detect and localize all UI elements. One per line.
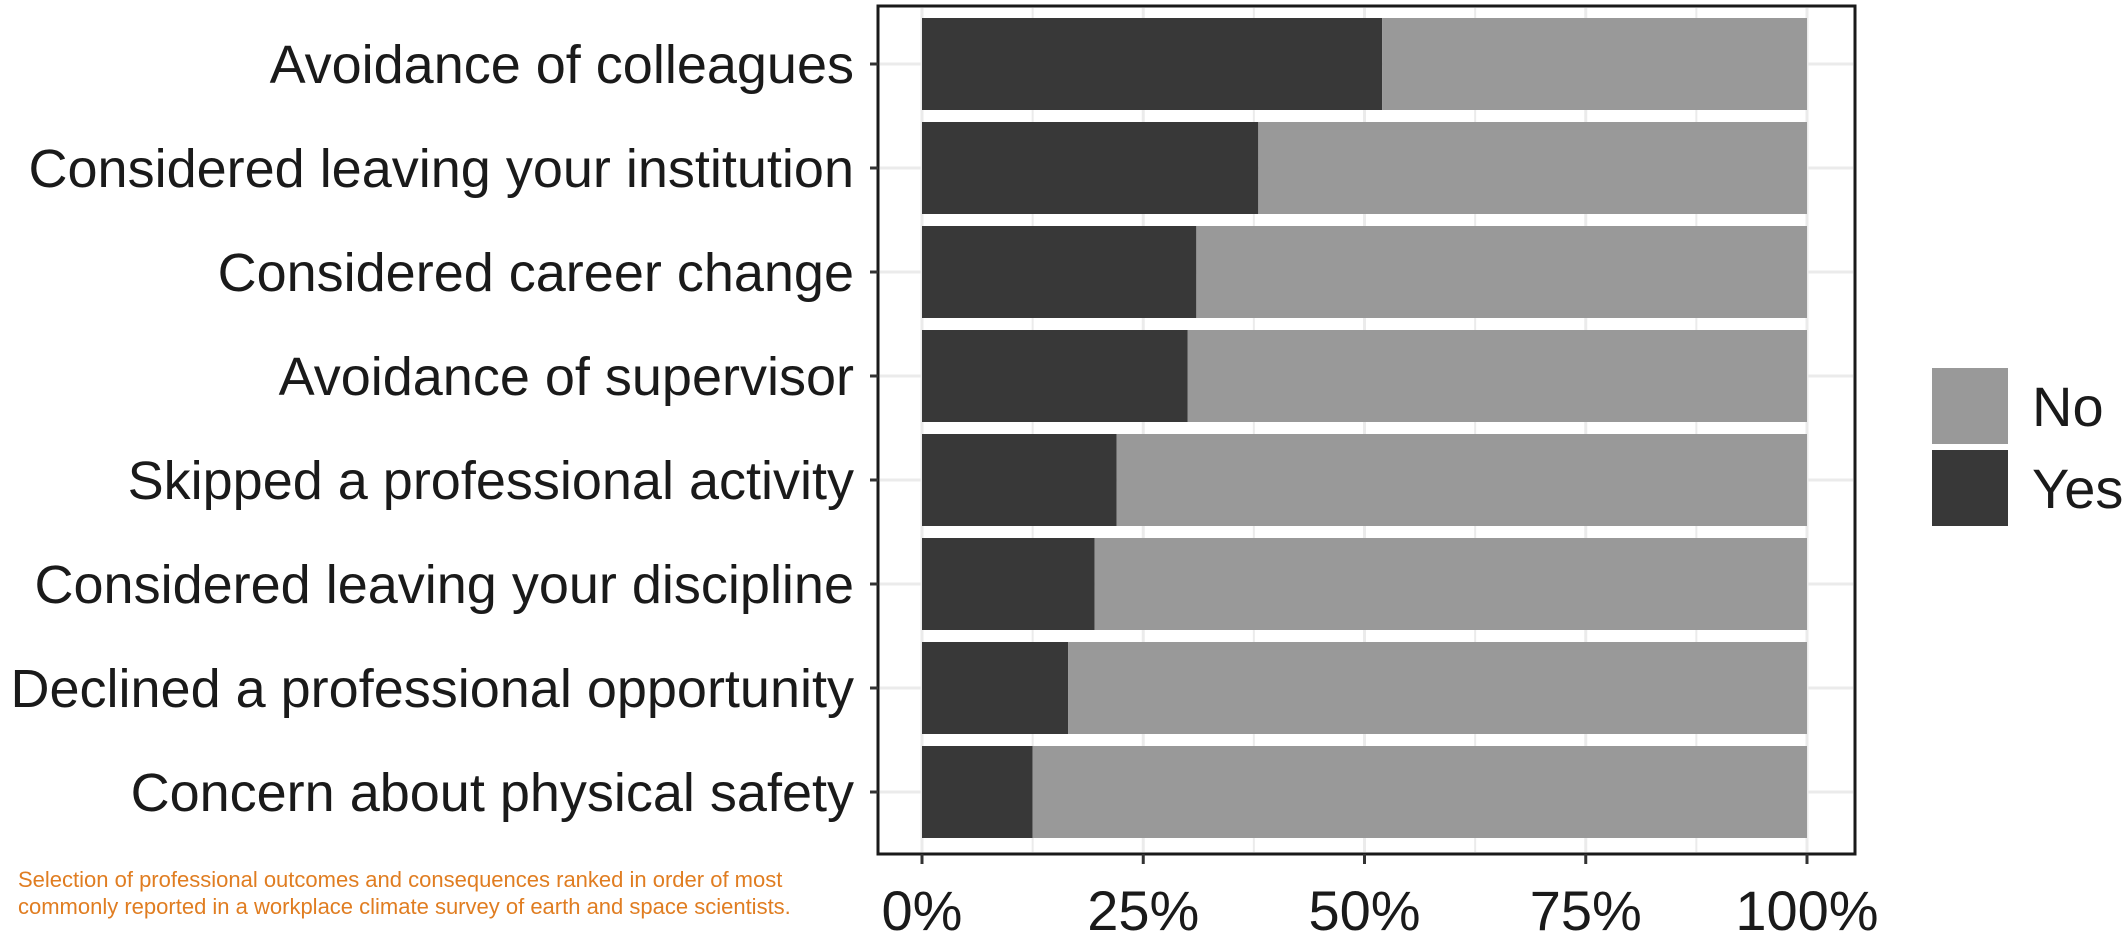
x-tick-label: 100%	[1735, 879, 1878, 936]
bar-no-2	[1258, 122, 1807, 214]
bar-yes-3	[922, 226, 1197, 318]
category-label: Considered leaving your discipline	[35, 555, 854, 615]
bar-no-4	[1187, 330, 1807, 422]
bars	[922, 18, 1807, 838]
x-tick-label: 0%	[882, 879, 963, 936]
figure-caption: Selection of professional outcomes and c…	[18, 867, 791, 919]
x-tick-label: 75%	[1530, 879, 1642, 936]
bar-yes-8	[922, 746, 1033, 838]
legend-label-no: No	[2032, 375, 2104, 438]
x-tick-label: 25%	[1087, 879, 1199, 936]
bar-no-8	[1032, 746, 1807, 838]
bar-yes-4	[922, 330, 1188, 422]
bar-yes-1	[922, 18, 1383, 110]
legend-key-yes	[1932, 450, 2008, 526]
y-axis: Avoidance of colleagues Considered leavin…	[10, 35, 878, 823]
x-axis: 0% 25% 50% 75% 100%	[882, 854, 1879, 936]
category-label: Concern about physical safety	[131, 763, 854, 823]
bar-no-3	[1196, 226, 1807, 318]
bar-yes-7	[922, 642, 1069, 734]
category-label: Declined a professional opportunity	[10, 659, 854, 719]
bar-no-5	[1116, 434, 1807, 526]
bar-no-7	[1068, 642, 1807, 734]
bar-no-1	[1382, 18, 1807, 110]
category-label: Considered leaving your institution	[29, 139, 854, 199]
category-label: Avoidance of colleagues	[270, 35, 854, 95]
bar-yes-6	[922, 538, 1095, 630]
category-label: Skipped a professional activity	[128, 451, 854, 511]
category-label: Considered career change	[218, 243, 854, 303]
legend-key-no	[1932, 368, 2008, 444]
category-label: Avoidance of supervisor	[279, 347, 854, 407]
bar-no-6	[1094, 538, 1807, 630]
legend-label-yes: Yes	[2032, 457, 2123, 520]
bar-yes-5	[922, 434, 1117, 526]
legend: No Yes	[1932, 368, 2123, 526]
bar-yes-2	[922, 122, 1259, 214]
x-tick-label: 50%	[1308, 879, 1420, 936]
